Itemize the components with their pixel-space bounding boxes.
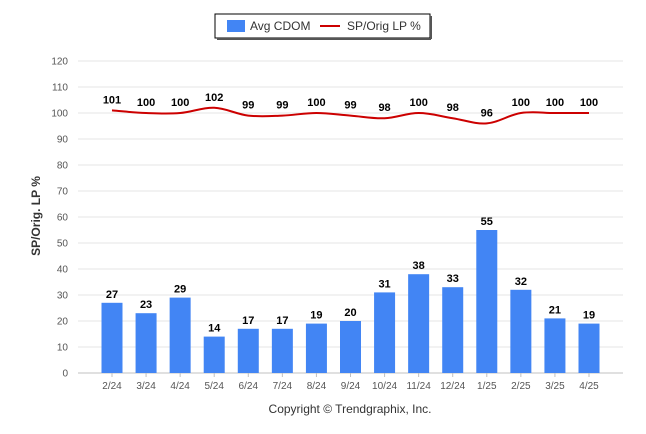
bar-avg-cdom (544, 318, 566, 373)
bar-avg-cdom (476, 230, 498, 373)
x-tick-label: 7/24 (273, 381, 293, 392)
line-value-label: 100 (512, 97, 530, 109)
line-value-label: 99 (276, 100, 288, 112)
x-tick-label: 4/25 (579, 381, 599, 392)
line-value-label: 100 (546, 97, 564, 109)
bar-value-label: 38 (413, 260, 425, 272)
bar-series-avg-cdom (101, 230, 600, 373)
bar-avg-cdom (169, 297, 191, 373)
x-tick-label: 6/24 (239, 381, 259, 392)
y-tick-label: 100 (51, 109, 68, 120)
y-tick-label: 10 (57, 343, 69, 354)
bar-value-label: 17 (276, 315, 288, 327)
line-value-label: 96 (481, 107, 493, 119)
line-value-label: 102 (205, 92, 223, 104)
bar-value-label: 29 (174, 284, 186, 296)
bar-avg-cdom (578, 323, 600, 373)
line-sp-orig-lp (111, 106, 589, 125)
y-tick-label: 80 (57, 161, 69, 172)
bar-avg-cdom (203, 336, 225, 373)
bar-value-label: 20 (344, 307, 356, 319)
legend-label-sp-orig-lp: SP/Orig LP % (347, 19, 421, 33)
y-axis-ticks: 0 10 20 30 40 50 60 70 80 90 100 110 120 (51, 57, 68, 380)
y-tick-label: 120 (51, 57, 68, 68)
bar-avg-cdom (237, 328, 259, 373)
line-value-label: 99 (242, 100, 254, 112)
y-tick-label: 90 (57, 135, 69, 146)
bar-value-label: 19 (310, 310, 322, 322)
line-series-sp-orig-lp (111, 106, 589, 125)
bar-avg-cdom (374, 292, 396, 373)
x-tick-label: 3/24 (136, 381, 156, 392)
y-tick-label: 30 (57, 291, 69, 302)
x-tick-label: 4/24 (170, 381, 190, 392)
y-tick-label: 20 (57, 317, 69, 328)
line-value-label: 98 (447, 102, 459, 114)
bar-value-label: 27 (106, 289, 118, 301)
x-tick-label: 8/24 (307, 381, 327, 392)
x-tick-label: 1/25 (477, 381, 497, 392)
x-tick-label: 11/24 (406, 381, 431, 392)
x-tick-label: 12/24 (440, 381, 465, 392)
bar-avg-cdom (408, 274, 430, 373)
bar-value-label: 55 (481, 216, 493, 228)
line-value-label: 100 (307, 97, 325, 109)
y-tick-label: 60 (57, 213, 69, 224)
y-tick-label: 50 (57, 239, 69, 250)
legend: Avg CDOM SP/Orig LP % (214, 13, 432, 40)
x-tick-label: 3/25 (545, 381, 565, 392)
line-value-label: 100 (580, 97, 598, 109)
bar-value-label: 14 (208, 323, 221, 335)
line-value-label: 100 (171, 97, 189, 109)
x-tick-label: 2/24 (102, 381, 122, 392)
bar-avg-cdom (135, 313, 157, 373)
bar-avg-cdom (510, 289, 532, 373)
line-value-label: 98 (378, 102, 390, 114)
bar-avg-cdom (340, 321, 361, 373)
bar-value-label: 17 (242, 315, 254, 327)
y-tick-label: 70 (57, 187, 69, 198)
bar-avg-cdom (305, 323, 327, 373)
line-value-label: 99 (344, 100, 356, 112)
y-tick-label: 40 (57, 265, 69, 276)
bar-value-label: 19 (583, 310, 595, 322)
copyright-footer: Copyright © Trendgraphix, Inc. (269, 402, 432, 416)
y-tick-label: 0 (62, 369, 68, 380)
x-tick-label: 10/24 (372, 381, 397, 392)
data-labels: 27 23 29 14 17 17 19 20 31 38 33 55 32 21 19 101 100 100 1… (103, 92, 598, 335)
x-tick-label: 2/25 (511, 381, 531, 392)
x-tick-label: 5/24 (204, 381, 224, 392)
line-value-label: 100 (409, 97, 427, 109)
bar-value-label: 31 (378, 278, 390, 290)
line-value-label: 100 (137, 97, 155, 109)
bar-avg-cdom (271, 328, 293, 373)
bar-value-label: 32 (515, 276, 527, 288)
legend-swatch-avg-cdom (227, 20, 245, 32)
bar-avg-cdom (101, 302, 123, 373)
x-axis-ticks: 2/24 3/24 4/24 5/24 6/24 7/24 8/24 9/24 10/24 11/… (102, 373, 599, 392)
bar-value-label: 21 (549, 304, 561, 316)
bar-avg-cdom (442, 287, 464, 373)
x-tick-label: 9/24 (341, 381, 361, 392)
bar-value-label: 23 (140, 299, 152, 311)
y-tick-label: 110 (52, 83, 68, 94)
legend-label-avg-cdom: Avg CDOM (250, 19, 310, 33)
y-axis-title: SP/Orig. LP % (29, 176, 43, 256)
line-value-label: 101 (103, 94, 121, 106)
bar-value-label: 33 (447, 273, 459, 285)
